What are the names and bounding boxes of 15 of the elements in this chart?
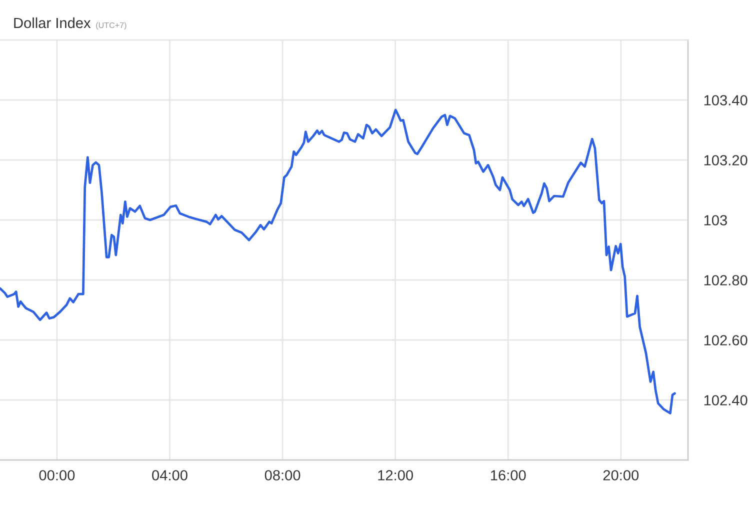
- y-tick-label: 102.80: [704, 275, 748, 286]
- x-tick-label: 08:00: [264, 470, 300, 480]
- x-tick-label: 12:00: [378, 470, 413, 480]
- x-tick-label: 20:00: [603, 470, 639, 480]
- x-tick-label: 04:00: [152, 470, 188, 480]
- chart-title: Dollar Index: [14, 17, 91, 28]
- y-tick-label: 103.40: [704, 95, 748, 106]
- line-series: [0, 108, 676, 414]
- y-tick-label: 103.20: [704, 155, 748, 166]
- y-tick-label: 102.40: [704, 395, 748, 406]
- x-tick-label: 16:00: [490, 470, 526, 480]
- y-tick-label: 103: [704, 215, 727, 226]
- x-tick-label: 00:00: [39, 470, 75, 480]
- y-tick-label: 102.60: [704, 335, 748, 346]
- chart-subtitle: (UTC+7): [96, 22, 126, 30]
